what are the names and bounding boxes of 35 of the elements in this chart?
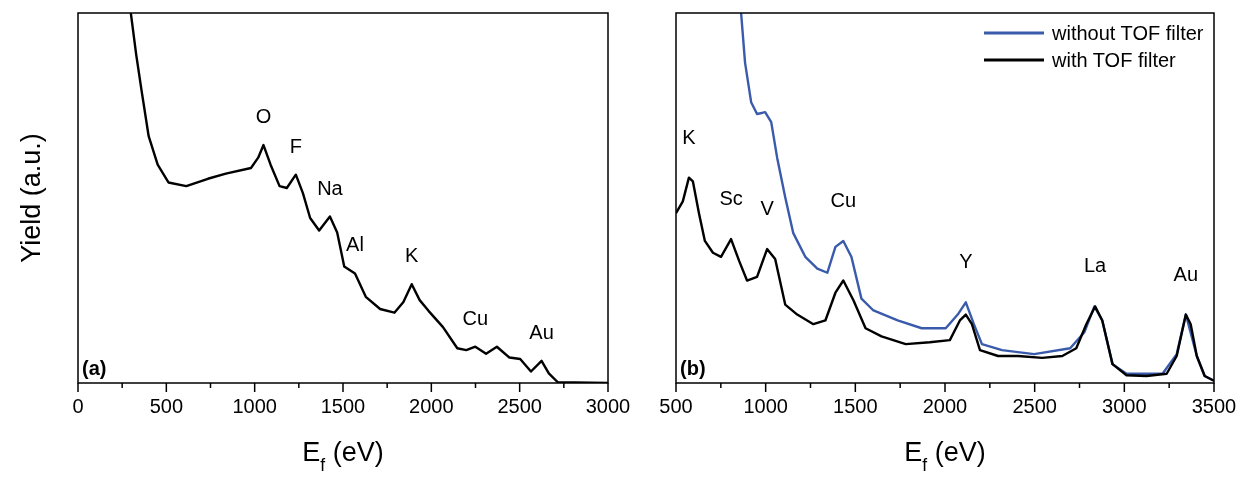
annotation: O [255,105,272,128]
x-tick-label: 1500 [320,395,366,417]
y-axis-title: Yield (a.u.) [16,133,46,263]
annotation: K [682,125,697,148]
x-tick-label: 2000 [922,395,968,417]
x-axis-title: E$_{f}$ (eV) [302,437,384,475]
x-tick-label: 1500 [833,395,878,417]
x-tick-label: 1000 [232,395,277,417]
annotation: (a) [82,357,107,379]
annotation: (b) [680,357,706,379]
annotation: Al [346,233,364,256]
x-tick-label: 500 [659,395,693,417]
x-axis-title: E$_{f}$ (eV) [904,437,986,475]
annotation: Cu [830,188,857,211]
annotation: Au [1173,262,1199,285]
x-tick-label: 0 [72,395,84,417]
x-tick-label: 3000 [1102,395,1147,417]
x-tick-label: 3000 [585,395,631,417]
annotation: Au [529,320,554,343]
x-tick-label: 2500 [497,395,542,417]
x-tick-label: 1000 [743,395,788,417]
legend-label: with TOF filter [1051,49,1177,71]
annotation: V [760,197,775,220]
x-tick-label: 3500 [1191,395,1237,417]
x-tick-label: 2000 [409,395,454,417]
legend-label: without TOF filter [1051,22,1204,44]
x-tick-label: 2500 [1012,395,1057,417]
annotation: K [405,244,420,267]
annotation: F [289,134,302,157]
annotation: Sc [719,187,743,210]
annotation: Y [959,250,973,273]
annotation: Cu [462,306,489,329]
annotation: Na [317,176,344,199]
x-tick-label: 500 [149,395,184,417]
annotation: La [1083,254,1108,277]
